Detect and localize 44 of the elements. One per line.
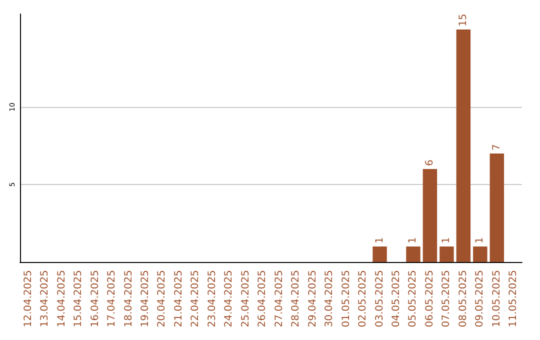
x-tick-label: 09.05.2025 xyxy=(474,270,486,328)
x-tick-label: 23.04.2025 xyxy=(206,270,218,328)
x-tick-label: 17.04.2025 xyxy=(106,270,118,328)
bar xyxy=(422,169,438,262)
x-tick-label: 03.05.2025 xyxy=(374,270,386,328)
x-tick-label: 19.04.2025 xyxy=(140,270,151,328)
x-tick-label: 08.05.2025 xyxy=(458,270,469,328)
x-tick-label: 12.04.2025 xyxy=(22,270,34,328)
x-tick-label: 26.04.2025 xyxy=(257,270,268,328)
x-tick-label: 13.04.2025 xyxy=(40,270,51,328)
x-tick-label: 27.04.2025 xyxy=(274,270,285,328)
x-tick-label: 24.04.2025 xyxy=(224,270,235,328)
x-tick-label: 16.04.2025 xyxy=(90,270,101,328)
x-tick-label: 30.04.2025 xyxy=(324,270,336,328)
bar xyxy=(372,246,387,262)
x-tick-label: 15.04.2025 xyxy=(73,270,84,328)
x-tick-label: 18.04.2025 xyxy=(123,270,134,328)
x-tick-label: 02.05.2025 xyxy=(358,270,369,328)
x-tick-label: 04.05.2025 xyxy=(391,270,402,328)
data-label: 1 xyxy=(474,237,486,244)
x-tick-label: 11.05.2025 xyxy=(508,270,520,328)
x-tick-label: 10.05.2025 xyxy=(491,270,502,328)
data-label: 7 xyxy=(491,144,502,150)
x-tick-label: 07.05.2025 xyxy=(441,270,452,328)
bar xyxy=(406,246,420,262)
data-label: 1 xyxy=(374,237,386,244)
x-tick-label: 25.04.2025 xyxy=(240,270,252,328)
x-tick-label: 14.04.2025 xyxy=(56,270,68,328)
data-label: 6 xyxy=(424,160,436,166)
x-tick-label: 06.05.2025 xyxy=(424,270,436,328)
bar xyxy=(440,246,454,262)
bar xyxy=(490,154,504,262)
data-label: 1 xyxy=(408,237,419,244)
bar xyxy=(456,30,471,262)
x-tick-label: 21.04.2025 xyxy=(173,270,184,328)
x-tick-label: 20.04.2025 xyxy=(156,270,168,328)
x-tick-label: 22.04.2025 xyxy=(190,270,202,328)
x-tick-label: 29.04.2025 xyxy=(307,270,318,328)
x-tick-label: 28.04.2025 xyxy=(290,270,302,328)
bar xyxy=(473,246,488,262)
x-tick-label: 01.05.2025 xyxy=(340,270,352,328)
data-label: 15 xyxy=(458,14,469,26)
x-tick-label: 05.05.2025 xyxy=(408,270,419,328)
data-label: 1 xyxy=(441,237,452,244)
